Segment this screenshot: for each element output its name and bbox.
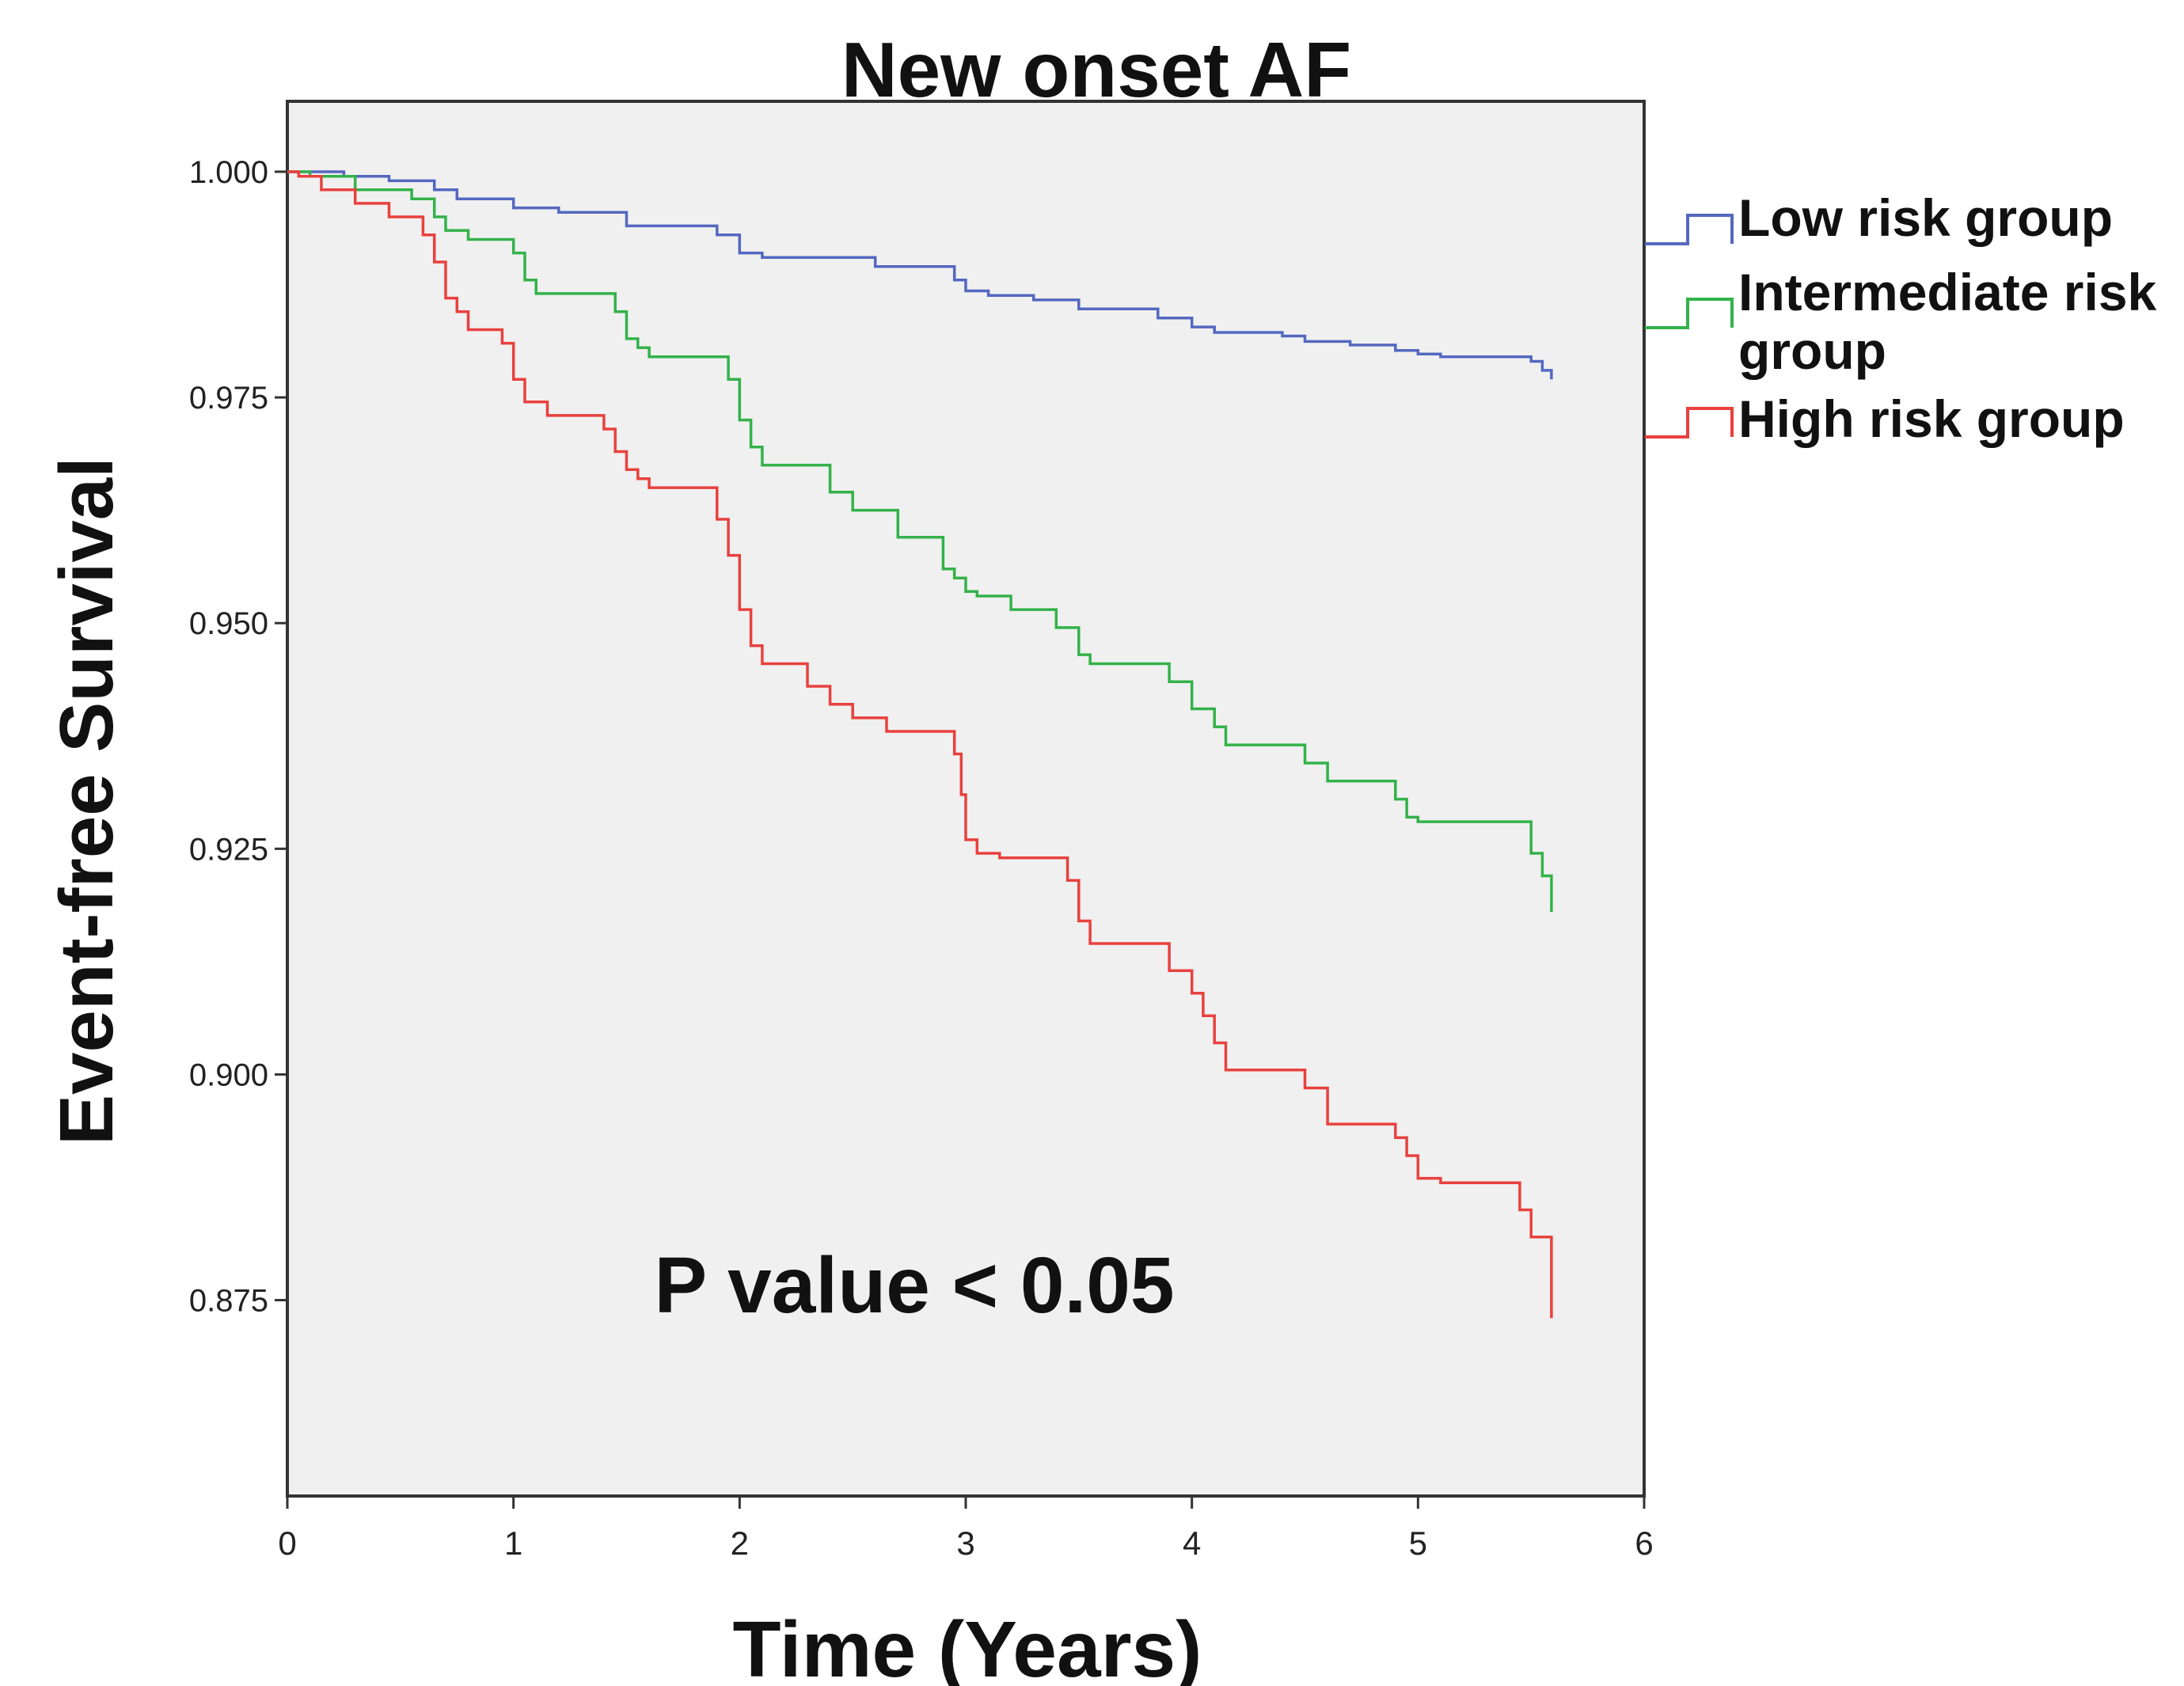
legend-label-2: High risk group <box>1738 389 2125 448</box>
x-tick-label-0: 0 <box>278 1525 296 1562</box>
chart-title: New onset AF <box>841 26 1351 113</box>
x-tick-label-1: 1 <box>504 1525 522 1562</box>
x-tick-label-4: 4 <box>1183 1525 1201 1562</box>
y-tick-label-0.900: 0.900 <box>189 1058 268 1092</box>
series-line-2 <box>287 170 1553 1319</box>
x-axis-label: Time (Years) <box>733 1605 1202 1686</box>
legend-marker-1 <box>1645 298 1734 329</box>
series-layer <box>287 170 1553 1319</box>
series-line-1 <box>287 170 1553 913</box>
x-tick-label-6: 6 <box>1635 1525 1653 1562</box>
axes-layer: 0 1 2 3 4 5 6 0.875 0.900 0.925 0.950 0.975 1.000 <box>189 155 1654 1562</box>
y-tick-label-0.875: 0.875 <box>189 1284 268 1319</box>
x-tick-label-2: 2 <box>731 1525 749 1562</box>
y-tick-label-1.000: 1.000 <box>189 155 268 190</box>
y-tick-label-0.950: 0.950 <box>189 606 268 641</box>
y-axis-label: Event-free Survival <box>44 457 129 1145</box>
legend-label-1: Intermediate risk group <box>1738 263 2157 380</box>
p-value-annotation: P value < 0.05 <box>655 1241 1175 1330</box>
y-tick-label-0.925: 0.925 <box>189 832 268 867</box>
legend-marker-0 <box>1645 214 1734 245</box>
x-tick-label-3: 3 <box>956 1525 974 1562</box>
legend: Low risk group Intermediate risk group High… <box>1645 188 2157 448</box>
x-tick-label-5: 5 <box>1409 1525 1427 1562</box>
legend-marker-2 <box>1645 407 1734 439</box>
series-line-0 <box>287 170 1553 380</box>
y-tick-label-0.975: 0.975 <box>189 381 268 416</box>
legend-label-0: Low risk group <box>1738 188 2113 247</box>
